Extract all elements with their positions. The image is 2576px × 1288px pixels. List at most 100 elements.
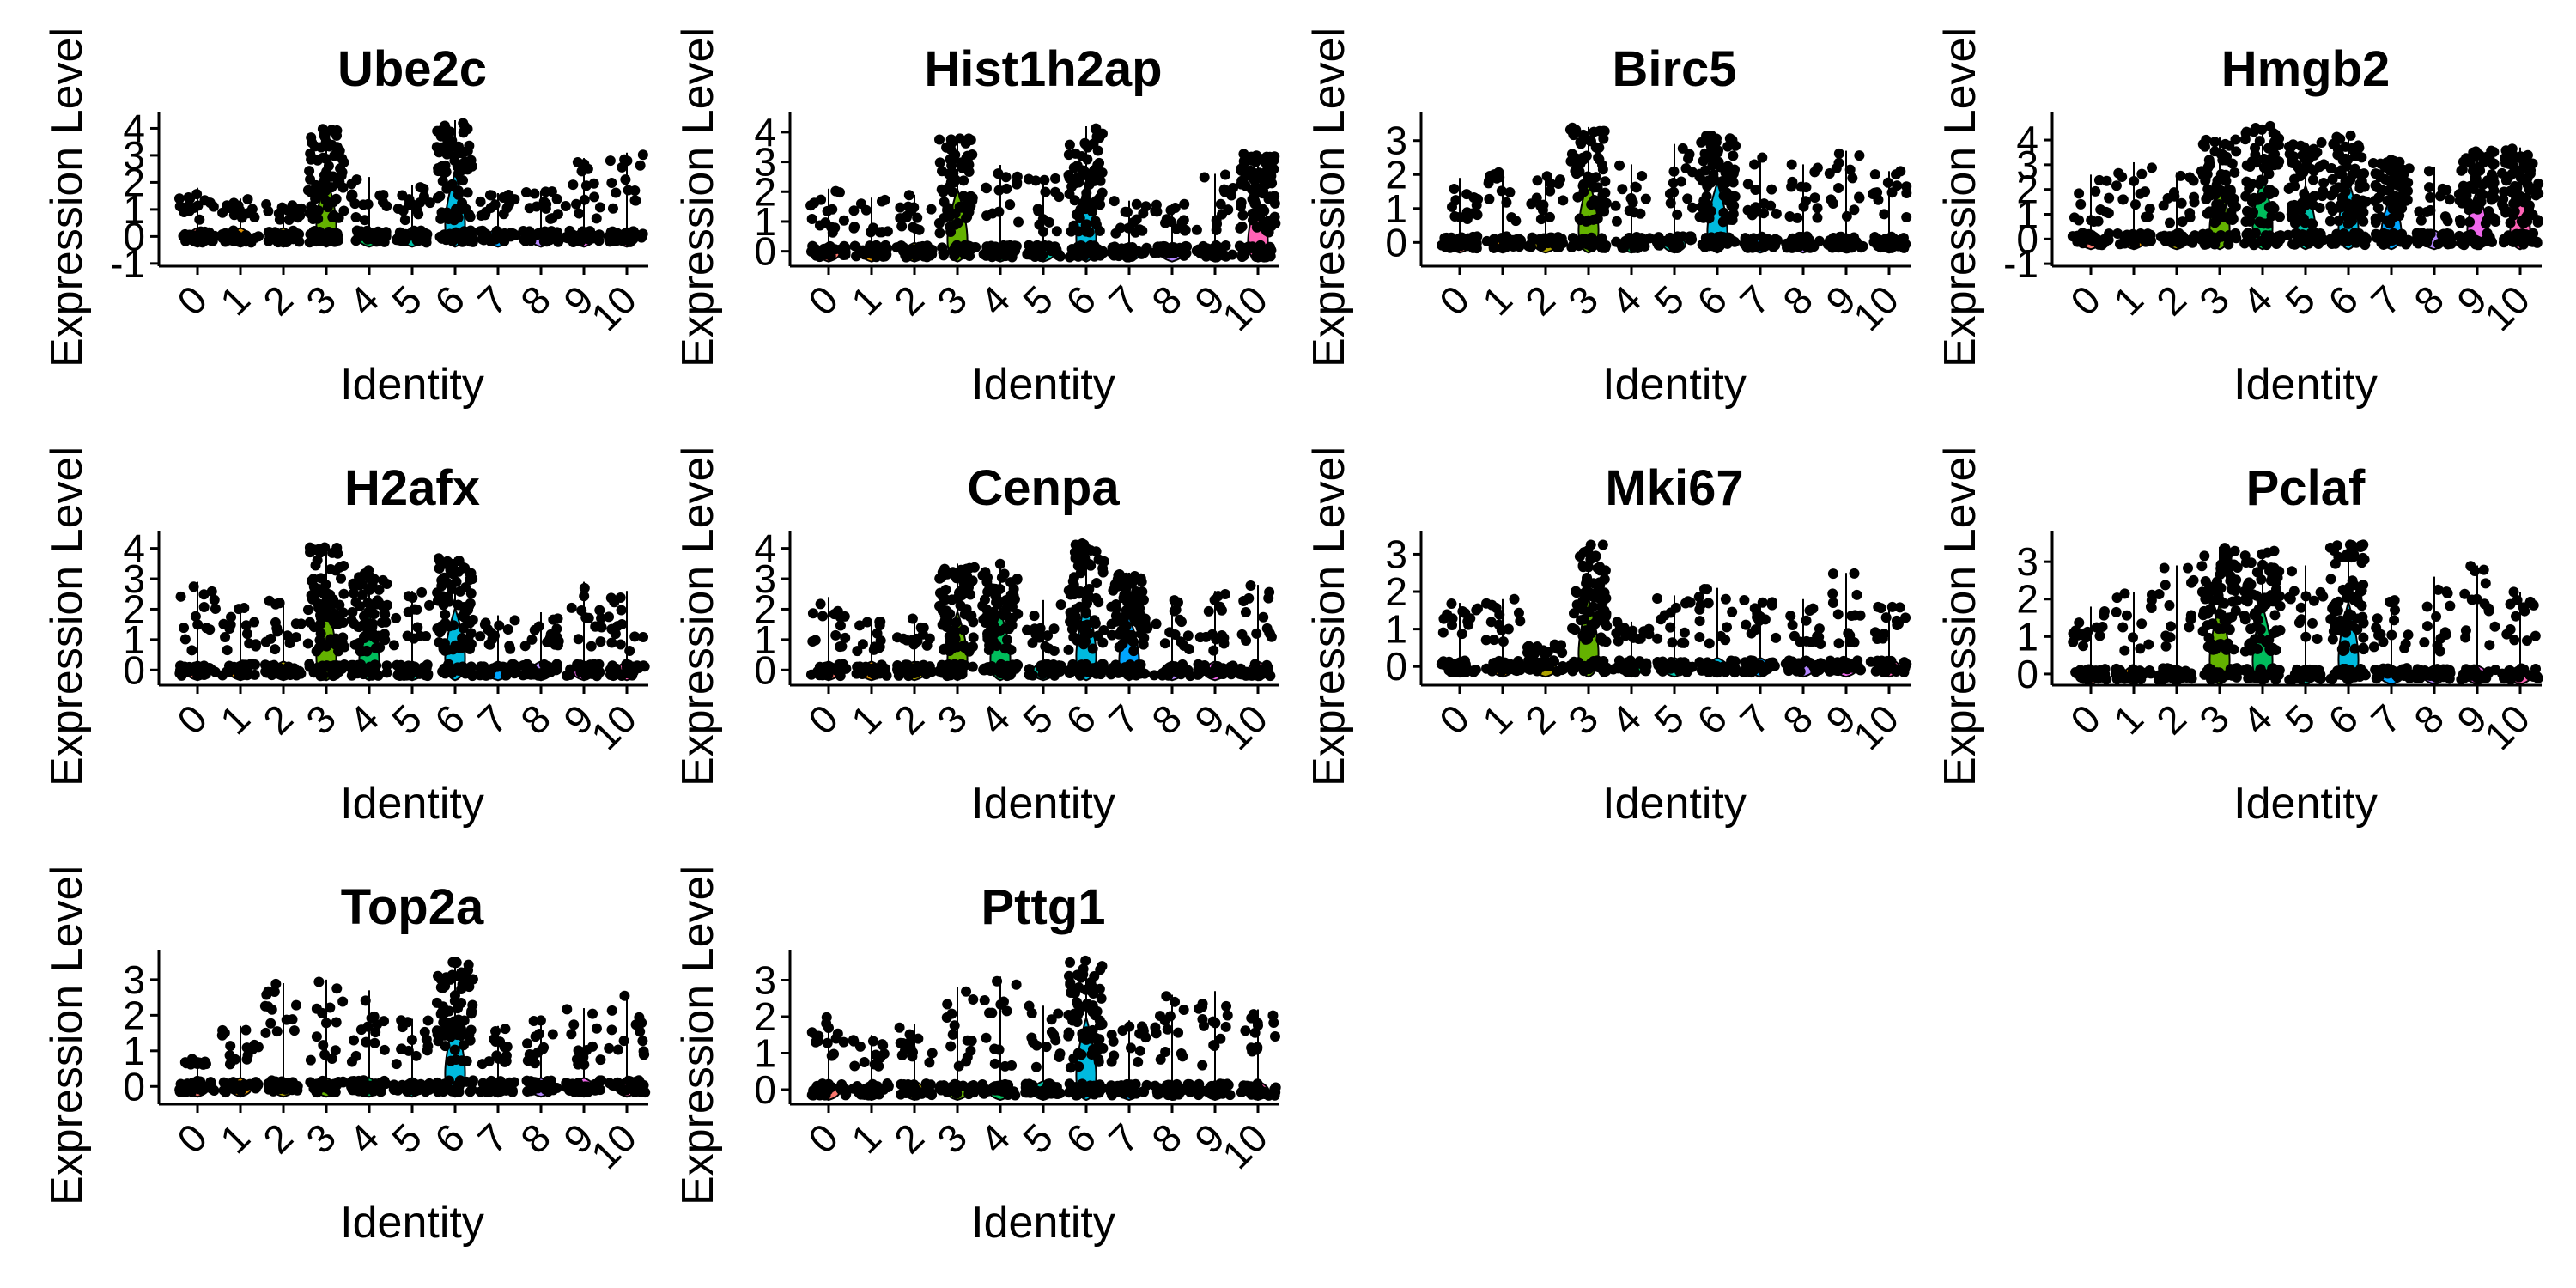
cell-point <box>313 662 324 673</box>
cell-point <box>2274 211 2285 222</box>
cell-point <box>1203 605 1214 617</box>
cell-point <box>1668 166 1680 177</box>
cell-point <box>2228 644 2239 655</box>
cell-point <box>1092 145 1103 156</box>
cell-point <box>869 641 880 653</box>
cell-point <box>1523 662 1534 673</box>
cell-point <box>638 632 649 643</box>
cell-point <box>453 185 464 197</box>
cell-point <box>2159 562 2170 574</box>
y-axis-label: Expression Level <box>1304 27 1354 368</box>
cell-point <box>1726 172 1737 183</box>
cell-point <box>491 661 502 672</box>
cell-point <box>2520 161 2531 173</box>
cell-point <box>1901 181 1912 192</box>
cell-point <box>453 168 464 179</box>
violin-panel: Cenpa Expression Level 0 1 2 3 4 0 1 2 3 4 5 6 7 8 9 10 Id… <box>648 419 1292 840</box>
cell-point <box>225 619 236 630</box>
violin-panel: Mki67 Expression Level 0 1 2 3 0 1 2 3 4 5 6 7 8 9 10 Ide… <box>1279 419 1923 840</box>
cell-point <box>1787 619 1798 630</box>
cell-point <box>2258 162 2269 173</box>
cell-point <box>541 198 552 210</box>
cell-point <box>198 589 210 600</box>
cell-point <box>1072 161 1083 172</box>
cell-point <box>2444 194 2455 205</box>
cell-point <box>432 192 443 204</box>
cell-point <box>551 664 562 675</box>
x-tick-label: 3 <box>928 276 975 324</box>
cell-point <box>2284 182 2295 193</box>
cell-point <box>1040 186 1051 197</box>
cell-point <box>1496 624 1507 635</box>
cell-point <box>1713 156 1724 167</box>
cell-point <box>1006 601 1018 612</box>
y-tick-label: 1 <box>1385 607 1407 652</box>
cell-point <box>1765 659 1777 671</box>
cell-point <box>1515 616 1526 627</box>
cell-point <box>304 542 315 553</box>
x-tick-label: 1 <box>2105 276 2152 324</box>
cell-point <box>457 611 468 622</box>
x-tick-label: 1 <box>211 276 258 324</box>
cell-point <box>2170 236 2181 247</box>
cell-point <box>903 190 914 201</box>
cell-point <box>1081 226 1092 237</box>
cell-point <box>1656 614 1667 625</box>
cell-point <box>1712 242 1723 253</box>
cell-point <box>2196 586 2208 598</box>
cell-point <box>958 175 969 186</box>
cell-point <box>1163 670 1174 681</box>
cell-point <box>339 641 350 653</box>
cell-point <box>1194 247 1206 258</box>
cell-point <box>361 225 373 236</box>
cell-point <box>1068 572 1079 583</box>
x-tick-label: 2 <box>885 696 933 743</box>
cell-point <box>2111 663 2122 674</box>
cell-point <box>588 666 599 677</box>
cell-point <box>328 210 339 221</box>
cell-point <box>1597 190 1608 201</box>
cell-point <box>1722 622 1733 633</box>
cell-point <box>406 198 417 210</box>
cell-point <box>1786 159 1797 170</box>
cell-point <box>309 141 320 152</box>
cell-point <box>1236 221 1248 232</box>
cell-point <box>1704 638 1715 649</box>
cell-point <box>961 197 972 209</box>
cell-point <box>358 669 369 680</box>
y-tick-label: 4 <box>2016 118 2038 162</box>
cell-point <box>2165 217 2176 228</box>
cell-point <box>1746 667 1757 678</box>
cell-point <box>1812 203 1823 214</box>
cell-point <box>1037 214 1048 225</box>
cell-point <box>1886 187 1898 198</box>
cell-point <box>1597 539 1608 550</box>
cell-point <box>1239 167 1250 178</box>
y-tick-label: 1 <box>754 199 776 244</box>
cell-point <box>1053 250 1064 261</box>
cell-point <box>1137 586 1148 598</box>
cell-point <box>2176 197 2187 209</box>
cell-point <box>2403 163 2415 174</box>
cell-point <box>1110 616 1121 627</box>
cell-point <box>1720 593 1731 605</box>
cell-point <box>1211 215 1222 226</box>
cell-point <box>335 163 346 174</box>
cell-point <box>370 642 381 653</box>
cell-point <box>1869 169 1880 180</box>
cell-point <box>1006 252 1018 263</box>
y-tick-label: 0 <box>754 647 776 692</box>
cell-point <box>1463 619 1474 630</box>
cell-point <box>934 587 945 598</box>
cell-point <box>2127 632 2138 643</box>
cell-point <box>937 166 948 177</box>
cell-point <box>1129 570 1140 581</box>
cell-point <box>2104 192 2115 204</box>
cell-point <box>1625 193 1637 204</box>
cell-point <box>902 251 913 262</box>
cell-point <box>1208 645 1219 656</box>
cell-point <box>1702 180 1713 191</box>
cell-point <box>829 609 840 620</box>
cell-point <box>2500 157 2511 168</box>
